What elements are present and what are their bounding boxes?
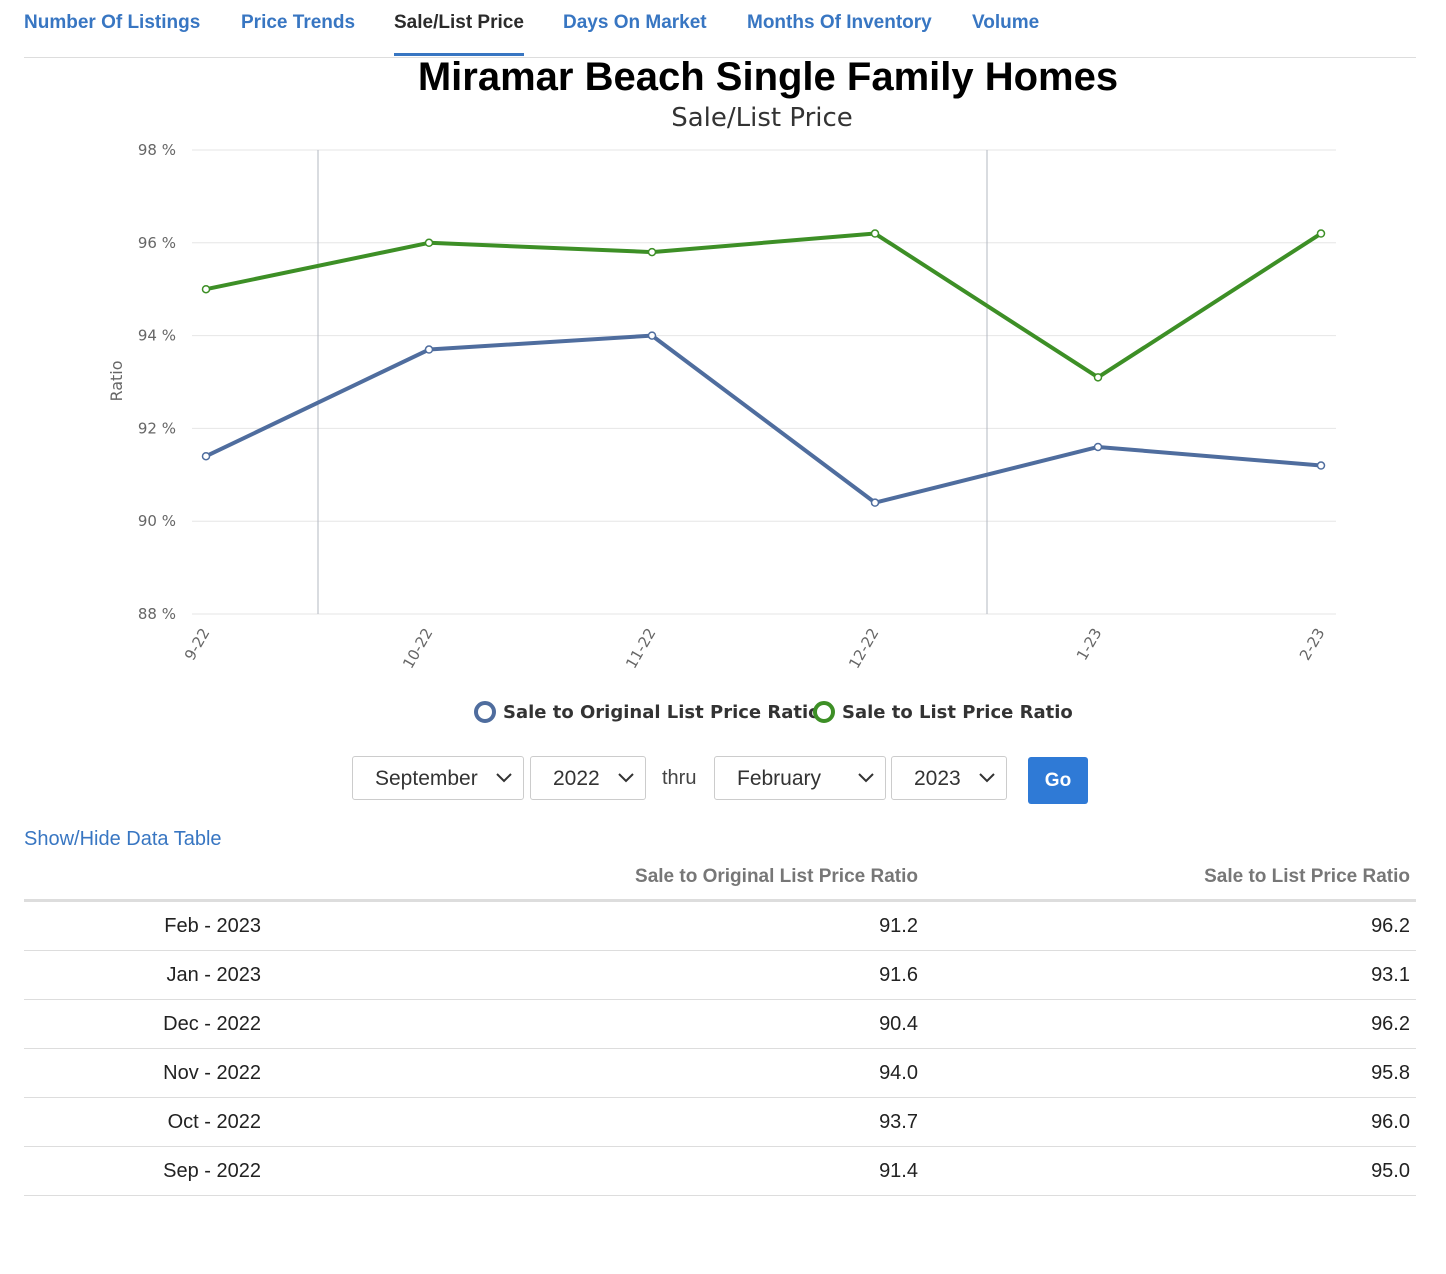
- legend-marker-icon: [813, 701, 835, 723]
- table-row: Feb - 2023 91.2 96.2: [24, 900, 1416, 951]
- table-cell-original-ratio: 91.4: [261, 1146, 924, 1196]
- data-point: [647, 331, 657, 340]
- data-point: [424, 238, 434, 248]
- data-point: [1093, 373, 1103, 382]
- table-cell-original-ratio: 90.4: [261, 999, 924, 1049]
- data-point: [424, 345, 434, 354]
- legend-marker-icon: [474, 701, 496, 723]
- table-cell-original-ratio: 91.2: [261, 900, 924, 951]
- table-header-date: [24, 855, 261, 902]
- table-cell-list-ratio: 96.2: [924, 900, 1416, 951]
- y-tick-label: 88 %: [138, 605, 176, 623]
- data-point: [870, 229, 880, 238]
- table-cell-list-ratio: 93.1: [924, 950, 1416, 1000]
- table-header-row: Sale to Original List Price Ratio Sale t…: [24, 855, 1416, 902]
- data-point: [870, 498, 880, 507]
- chart-title: Miramar Beach Single Family Homes: [418, 55, 1118, 99]
- x-tick-label: 10-22: [399, 625, 436, 672]
- table-row: Oct - 2022 93.7 96.0: [24, 1097, 1416, 1147]
- table-cell-date: Feb - 2023: [24, 900, 261, 951]
- end-year-value: 2023: [914, 767, 961, 790]
- show-hide-data-table-link[interactable]: Show/Hide Data Table: [24, 828, 222, 850]
- table-cell-original-ratio: 91.6: [261, 950, 924, 1000]
- start-month-value: September: [375, 767, 478, 790]
- start-year-select[interactable]: 2022: [530, 756, 646, 800]
- table-row: Nov - 2022 94.0 95.8: [24, 1048, 1416, 1098]
- x-tick-label: 11-22: [622, 625, 659, 672]
- tab-months-of-inventory[interactable]: Months Of Inventory: [747, 12, 932, 33]
- start-year-value: 2022: [553, 767, 600, 790]
- go-button[interactable]: Go: [1028, 757, 1088, 804]
- legend-label: Sale to List Price Ratio: [842, 702, 1073, 723]
- x-tick-label: 2-23: [1296, 625, 1329, 663]
- tab-volume[interactable]: Volume: [972, 12, 1040, 33]
- table-row: Jan - 2023 91.6 93.1: [24, 950, 1416, 1000]
- end-month-value: February: [737, 767, 822, 790]
- table-cell-list-ratio: 95.8: [924, 1048, 1416, 1098]
- series-line-2: [205, 231, 1323, 380]
- data-point: [647, 247, 657, 257]
- table-cell-original-ratio: 93.7: [261, 1097, 924, 1147]
- legend-label: Sale to Original List Price Ratio: [503, 702, 821, 723]
- chevron-down-icon: [496, 773, 512, 783]
- table-cell-date: Sep - 2022: [24, 1146, 261, 1196]
- chevron-down-icon: [618, 773, 634, 783]
- y-axis-label: Ratio: [107, 360, 126, 401]
- y-tick-label: 90 %: [138, 512, 176, 530]
- table-cell-date: Dec - 2022: [24, 999, 261, 1049]
- start-month-select[interactable]: September: [352, 756, 524, 800]
- data-point: [1093, 442, 1103, 452]
- table-cell-list-ratio: 96.0: [924, 1097, 1416, 1147]
- y-tick-label: 92 %: [138, 419, 176, 437]
- table-cell-original-ratio: 94.0: [261, 1048, 924, 1098]
- data-point: [201, 451, 211, 461]
- tab-price-trends[interactable]: Price Trends: [241, 12, 356, 33]
- tab-days-on-market[interactable]: Days On Market: [563, 12, 707, 33]
- table-header-original-ratio: Sale to Original List Price Ratio: [261, 855, 924, 902]
- table-row: Sep - 2022 91.4 95.0: [24, 1146, 1416, 1196]
- tab-sale-list-price[interactable]: Sale/List Price: [394, 12, 524, 56]
- data-point: [201, 284, 211, 294]
- table-cell-date: Oct - 2022: [24, 1097, 261, 1147]
- sale-list-price-chart: Miramar Beach Single Family Homes Sale/L…: [107, 55, 1336, 723]
- table-cell-date: Nov - 2022: [24, 1048, 261, 1098]
- x-tick-label: 9-22: [181, 625, 214, 663]
- data-table: Sale to Original List Price Ratio Sale t…: [24, 855, 1416, 1196]
- tab-number-of-listings[interactable]: Number Of Listings: [24, 12, 201, 33]
- series-line-1: [205, 333, 1322, 505]
- chart-tabs: Number Of Listings Price Trends Sale/Lis…: [24, 0, 1416, 58]
- table-cell-list-ratio: 95.0: [924, 1146, 1416, 1196]
- chevron-down-icon: [979, 773, 995, 783]
- end-month-select[interactable]: February: [714, 756, 886, 800]
- x-tick-label: 1-23: [1073, 625, 1106, 663]
- y-tick-label: 98 %: [138, 141, 176, 159]
- table-cell-list-ratio: 96.2: [924, 999, 1416, 1049]
- y-tick-label: 96 %: [138, 234, 176, 252]
- table-header-list-ratio: Sale to List Price Ratio: [924, 855, 1416, 902]
- data-point: [1316, 461, 1326, 470]
- table-cell-date: Jan - 2023: [24, 950, 261, 1000]
- chevron-down-icon: [858, 773, 874, 783]
- end-year-select[interactable]: 2023: [891, 756, 1007, 800]
- x-tick-label: 12-22: [845, 625, 882, 672]
- table-row: Dec - 2022 90.4 96.2: [24, 999, 1416, 1049]
- chart-subtitle: Sale/List Price: [671, 103, 853, 133]
- thru-label: thru: [662, 767, 697, 789]
- y-tick-label: 94 %: [138, 327, 176, 345]
- data-point: [1316, 229, 1326, 238]
